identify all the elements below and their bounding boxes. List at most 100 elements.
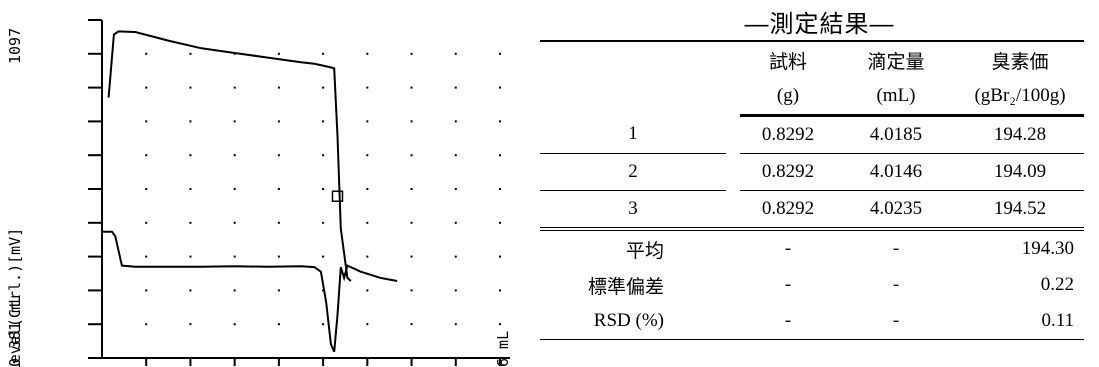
curve-series-1 <box>107 30 352 282</box>
grid-dot <box>233 188 236 190</box>
grid-dot <box>499 255 501 258</box>
grid-dot <box>322 221 325 224</box>
grid-dot <box>277 221 280 224</box>
grid-dot <box>145 188 148 190</box>
plot-grid <box>145 52 501 359</box>
grid-dot <box>277 289 280 292</box>
grid-dot <box>145 154 148 157</box>
grid-dot <box>189 255 192 258</box>
stat-row: 平均 - - 194.30 <box>540 229 1084 267</box>
grid-dot <box>410 120 413 123</box>
grid-dot <box>145 255 148 258</box>
grid-dot <box>366 255 369 258</box>
grid-dot <box>277 323 280 326</box>
grid-dot <box>366 289 369 292</box>
grid-dot <box>499 154 501 157</box>
x-right-label: 6 mL <box>494 331 512 367</box>
grid-dot <box>366 323 369 326</box>
grid-dot <box>322 255 325 258</box>
cell: 194.30 <box>1021 238 1074 259</box>
grid-dot <box>410 323 413 326</box>
endpoint-marker <box>331 190 344 202</box>
cell: 0.8292 <box>740 115 836 154</box>
grid-dot <box>189 120 192 123</box>
titration-curves <box>102 30 398 353</box>
grid-dot <box>410 52 413 55</box>
grid-dot <box>189 154 192 157</box>
cell: RSD (%) <box>540 303 726 340</box>
grid-dot <box>233 86 236 89</box>
cell: 4.0146 <box>836 153 956 191</box>
grid-dot <box>410 255 413 258</box>
grid-dot <box>410 289 413 292</box>
cell: 4.0235 <box>836 190 956 231</box>
grid-dot <box>410 188 413 190</box>
grid-dot <box>233 221 236 224</box>
grid-dot <box>189 52 192 55</box>
grid-dot <box>233 120 236 123</box>
grid-dot <box>366 188 369 190</box>
grid-dot <box>233 154 236 157</box>
cell: 標準偏差 <box>587 276 664 298</box>
grid-dot <box>366 221 369 224</box>
grid-dot <box>499 188 501 190</box>
header-row: 試料 滴定量 臭素価 <box>540 40 1084 78</box>
grid-dot <box>189 188 192 190</box>
cell: 平均 <box>625 240 664 262</box>
grid-dot <box>277 255 280 258</box>
grid-dot <box>499 86 501 89</box>
stat-row: RSD (%) - -0.11 <box>540 303 1084 340</box>
cell: 3 <box>540 190 726 231</box>
cell: (g) <box>740 78 836 117</box>
grid-dot <box>454 52 457 55</box>
cell: - <box>892 274 900 295</box>
table-row: 1 0.8292 4.0185 194.28 <box>540 115 1084 154</box>
y-top-label: 1097 <box>6 28 24 64</box>
grid-dot <box>454 120 457 123</box>
curve-series-2 <box>102 230 398 353</box>
grid-dot <box>454 86 457 89</box>
grid-dot <box>277 120 280 123</box>
cell: - <box>740 303 836 340</box>
grid-dot <box>410 154 413 157</box>
results-panel: —測定結果— 試料 滴定量 臭素価 (g) (mL) (gBr₂/100g) 1 0.8292… <box>540 0 1099 367</box>
stat-row: 標準偏差 - - 0.22 <box>540 267 1084 303</box>
grid-dot <box>277 86 280 89</box>
results-table: 試料 滴定量 臭素価 (g) (mL) (gBr₂/100g) 1 0.8292 4.0185 1… <box>540 40 1084 340</box>
grid-dot <box>499 323 501 326</box>
grid-dot <box>145 86 148 89</box>
grid-dot <box>189 289 192 292</box>
grid-dot <box>322 154 325 157</box>
grid-dot <box>366 86 369 89</box>
titration-plot: 1097 Level(Ctrl.)[mV] 0 381 mL 6 mL <box>6 19 512 367</box>
grid-dot <box>277 154 280 157</box>
unit-row: (g) (mL) (gBr₂/100g) <box>540 78 1084 117</box>
cell: - <box>892 238 900 259</box>
grid-dot <box>454 154 457 157</box>
table-row: 2 0.8292 4.0146 194.09 <box>540 153 1084 191</box>
cell: (gBr₂/100g) <box>956 78 1084 117</box>
cell: 0.8292 <box>740 153 836 191</box>
grid-dot <box>189 221 192 224</box>
cell: 0.11 <box>956 303 1084 340</box>
cell: - <box>836 303 956 340</box>
cell: - <box>784 274 792 295</box>
cell: 2 <box>540 153 726 191</box>
cell <box>540 40 726 78</box>
grid-dot <box>322 188 325 190</box>
grid-dot <box>189 323 192 326</box>
grid-dot <box>322 120 325 123</box>
cell: - <box>784 238 792 259</box>
grid-dot <box>454 255 457 258</box>
cell: 194.09 <box>956 153 1084 191</box>
results-title: —測定結果— <box>744 11 895 38</box>
grid-dot <box>499 52 501 55</box>
cell <box>540 78 726 116</box>
cell: 4.0185 <box>836 115 956 154</box>
table-row: 3 0.8292 4.0235 194.52 <box>540 190 1084 231</box>
grid-dot <box>454 289 457 292</box>
grid-dot <box>145 323 148 326</box>
grid-dot <box>277 52 280 55</box>
cell: 194.52 <box>956 190 1084 231</box>
grid-dot <box>145 52 148 55</box>
